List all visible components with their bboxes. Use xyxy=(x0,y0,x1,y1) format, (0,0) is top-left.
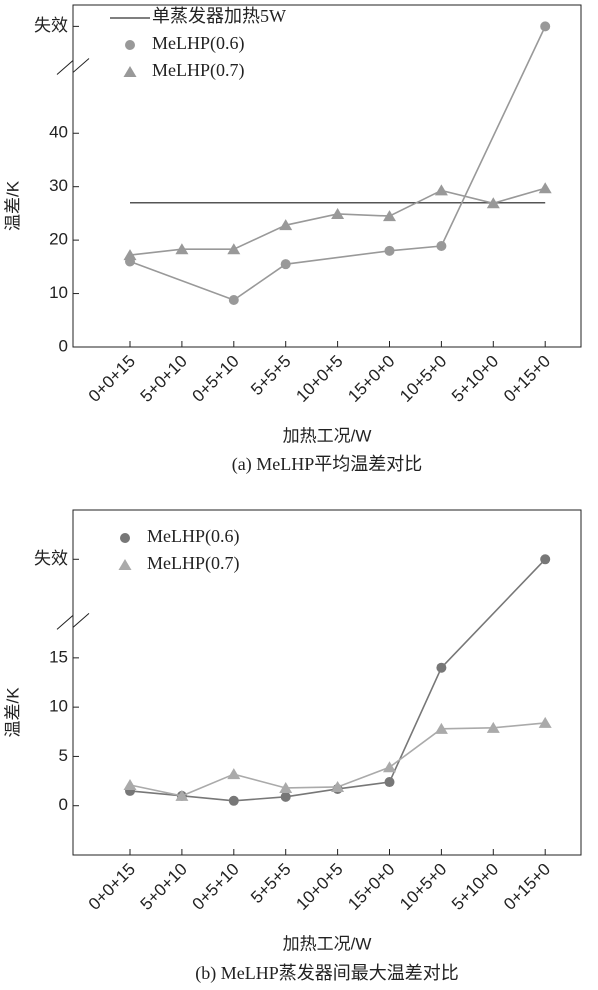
point xyxy=(227,243,241,255)
point xyxy=(434,722,448,734)
point xyxy=(436,662,447,673)
point xyxy=(279,781,293,793)
point xyxy=(384,777,395,788)
point xyxy=(280,259,291,270)
series-line xyxy=(129,187,546,256)
y-axis-label: 温差/K xyxy=(3,687,22,738)
point xyxy=(228,294,239,305)
point xyxy=(123,779,137,791)
y-tick-label: 失效 xyxy=(34,549,68,568)
y-tick-label: 10 xyxy=(49,697,68,716)
caption: (a) MeLHP平均温差对比 xyxy=(232,454,422,475)
y-tick-label: 0 xyxy=(59,336,68,355)
x-tick-label: 5+5+5 xyxy=(247,860,295,908)
x-tick-label: 0+0+15 xyxy=(85,860,139,914)
x-tick-label: 10+0+5 xyxy=(292,352,346,406)
y-tick-label: 20 xyxy=(49,230,68,249)
plot-frame xyxy=(72,4,582,348)
series-line xyxy=(129,558,546,802)
x-tick-label: 5+0+10 xyxy=(137,352,191,406)
y-tick-label: 10 xyxy=(49,283,68,302)
x-tick-label: 0+5+10 xyxy=(189,860,243,914)
point xyxy=(540,554,551,565)
y-tick-label: 0 xyxy=(59,795,68,814)
legend-label: MeLHP(0.6) xyxy=(152,33,245,54)
y-tick-label: 30 xyxy=(49,176,68,195)
x-tick-label: 5+5+5 xyxy=(247,352,295,400)
x-tick-label: 0+0+15 xyxy=(85,352,139,406)
point xyxy=(331,207,345,219)
y-tick-label: 失效 xyxy=(34,16,68,35)
axis-break xyxy=(56,58,90,75)
point xyxy=(486,197,500,209)
legend-label: MeLHP(0.6) xyxy=(147,526,240,547)
x-axis-label: 加热工况/W xyxy=(283,426,372,445)
point xyxy=(384,245,395,256)
axis-break xyxy=(56,613,90,630)
plot-frame xyxy=(72,509,582,856)
point xyxy=(279,219,293,231)
point xyxy=(331,780,345,792)
x-tick-label: 15+0+0 xyxy=(344,352,398,406)
point xyxy=(227,768,241,780)
x-tick-label: 10+5+0 xyxy=(396,352,450,406)
x-axis-label: 加热工况/W xyxy=(283,934,372,953)
x-tick-label: 5+10+0 xyxy=(448,352,502,406)
x-tick-label: 5+0+10 xyxy=(137,860,191,914)
legend-label: MeLHP(0.7) xyxy=(147,553,240,574)
point xyxy=(123,249,137,261)
point xyxy=(538,182,552,194)
point xyxy=(383,761,396,773)
point xyxy=(383,210,396,222)
y-tick-label: 5 xyxy=(59,746,68,765)
legend-swatch xyxy=(125,40,135,50)
x-tick-label: 0+5+10 xyxy=(189,352,243,406)
legend-swatch xyxy=(118,559,132,570)
legend-swatch xyxy=(120,533,130,543)
point xyxy=(175,789,189,801)
x-tick-label: 10+5+0 xyxy=(396,860,450,914)
point xyxy=(538,716,552,728)
point xyxy=(486,721,500,733)
x-tick-label: 10+0+5 xyxy=(292,860,346,914)
series-line xyxy=(129,26,546,301)
point xyxy=(540,21,551,32)
point xyxy=(280,791,291,802)
x-tick-label: 5+10+0 xyxy=(448,860,502,914)
legend-label: 单蒸发器加热5W xyxy=(152,6,286,26)
x-tick-label: 0+15+0 xyxy=(500,860,554,914)
caption: (b) MeLHP蒸发器间最大温差对比 xyxy=(195,963,459,984)
point xyxy=(434,184,448,196)
x-tick-label: 0+15+0 xyxy=(500,352,554,406)
legend-label: MeLHP(0.7) xyxy=(152,60,245,81)
point xyxy=(175,243,189,255)
x-tick-label: 15+0+0 xyxy=(344,860,398,914)
point xyxy=(228,795,239,806)
legend-swatch xyxy=(123,66,137,77)
y-tick-label: 15 xyxy=(49,647,68,666)
point xyxy=(436,241,447,252)
y-tick-label: 40 xyxy=(49,123,68,142)
y-axis-label: 温差/K xyxy=(3,180,22,231)
